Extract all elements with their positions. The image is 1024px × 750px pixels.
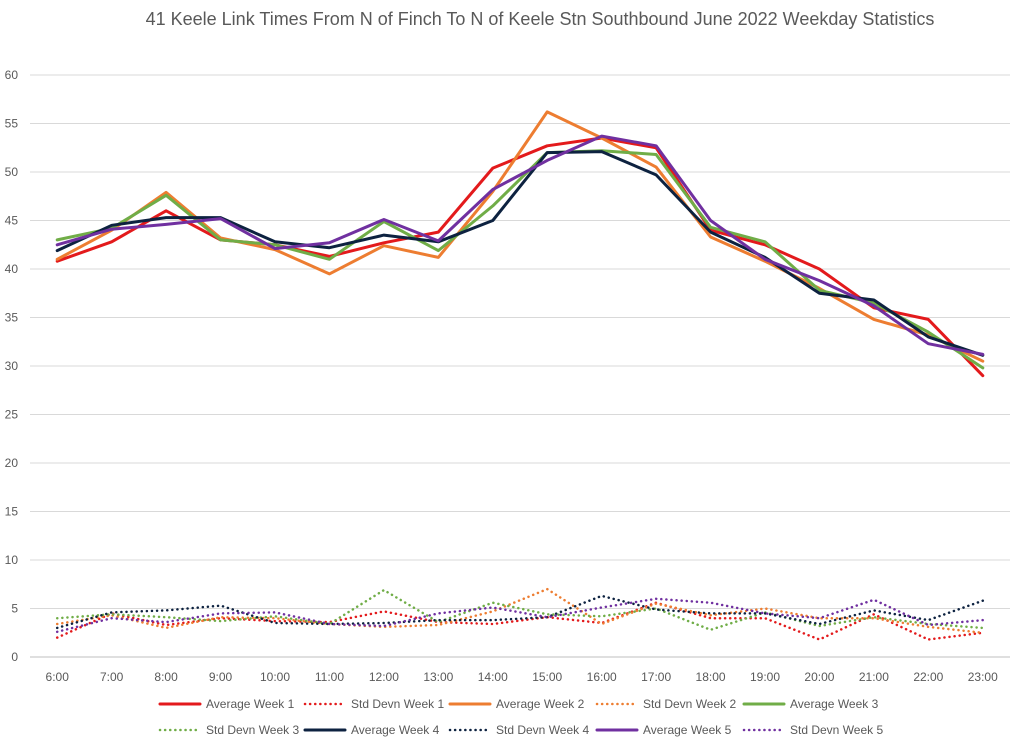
y-tick-label: 55 bbox=[5, 117, 19, 131]
x-tick-label: 12:00 bbox=[369, 670, 399, 684]
legend-item: Std Devn Week 2 bbox=[595, 697, 736, 711]
legend-item: Average Week 4 bbox=[303, 723, 440, 737]
legend-label: Average Week 5 bbox=[643, 723, 732, 737]
legend-item: Std Devn Week 5 bbox=[742, 723, 883, 737]
x-tick-label: 9:00 bbox=[209, 670, 233, 684]
y-tick-label: 40 bbox=[5, 262, 19, 276]
x-tick-label: 15:00 bbox=[532, 670, 562, 684]
y-tick-label: 5 bbox=[11, 602, 18, 616]
series-lines bbox=[55, 110, 985, 641]
legend-label: Average Week 4 bbox=[351, 723, 440, 737]
gridlines bbox=[30, 74, 1010, 658]
y-tick-label: 35 bbox=[5, 311, 19, 325]
series-line-average-week-2 bbox=[55, 110, 985, 363]
x-axis-ticks: 6:00 7:00 8:00 9:00 10:00 11:00 12:00 13:00 14:0… bbox=[46, 670, 999, 684]
x-tick-label: 7:00 bbox=[100, 670, 124, 684]
chart-title: 41 Keele Link Times From N of Finch To N… bbox=[145, 9, 935, 29]
y-tick-label: 15 bbox=[5, 505, 19, 519]
x-tick-label: 17:00 bbox=[641, 670, 671, 684]
y-tick-label: 25 bbox=[5, 408, 19, 422]
x-tick-label: 8:00 bbox=[154, 670, 178, 684]
series-line-std-devn-week-1 bbox=[55, 601, 985, 641]
legend-label: Std Devn Week 1 bbox=[351, 697, 444, 711]
series-line-std-devn-week-3 bbox=[55, 588, 985, 632]
x-tick-label: 14:00 bbox=[478, 670, 508, 684]
legend-label: Std Devn Week 5 bbox=[790, 723, 883, 737]
x-tick-label: 11:00 bbox=[315, 670, 344, 684]
x-tick-label: 6:00 bbox=[46, 670, 70, 684]
x-tick-label: 10:00 bbox=[260, 670, 290, 684]
series-line-std-devn-week-5 bbox=[55, 597, 985, 634]
legend-label: Std Devn Week 3 bbox=[206, 723, 299, 737]
y-tick-label: 0 bbox=[11, 650, 18, 664]
legend-label: Std Devn Week 2 bbox=[643, 697, 736, 711]
legend-item: Average Week 3 bbox=[742, 697, 879, 711]
legend-item: Average Week 2 bbox=[448, 697, 585, 711]
y-tick-label: 20 bbox=[5, 456, 19, 470]
x-tick-label: 22:00 bbox=[913, 670, 943, 684]
series-line-average-week-4 bbox=[55, 150, 985, 357]
y-tick-label: 50 bbox=[5, 165, 19, 179]
x-tick-label: 21:00 bbox=[859, 670, 889, 684]
series-line-average-week-5 bbox=[55, 134, 985, 356]
legend-item: Average Week 5 bbox=[595, 723, 732, 737]
y-tick-label: 45 bbox=[5, 214, 19, 228]
legend-item: Average Week 1 bbox=[158, 697, 295, 711]
series-line-std-devn-week-2 bbox=[55, 587, 985, 635]
x-tick-label: 18:00 bbox=[696, 670, 726, 684]
legend-item: Std Devn Week 4 bbox=[448, 723, 589, 737]
y-tick-label: 60 bbox=[5, 68, 19, 82]
series-line-average-week-3 bbox=[55, 149, 985, 370]
x-tick-label: 20:00 bbox=[804, 670, 834, 684]
x-tick-label: 16:00 bbox=[587, 670, 617, 684]
y-tick-label: 10 bbox=[5, 553, 19, 567]
y-tick-label: 30 bbox=[5, 359, 19, 373]
y-axis-ticks: 0 5 10 15 20 25 30 35 40 45 50 55 60 bbox=[5, 68, 19, 664]
legend: Average Week 1 Std Devn Week 1 Average Wee… bbox=[158, 697, 883, 737]
x-tick-label: 23:00 bbox=[968, 670, 998, 684]
legend-label: Average Week 1 bbox=[206, 697, 295, 711]
series-line-std-devn-week-4 bbox=[55, 594, 985, 630]
x-tick-label: 19:00 bbox=[750, 670, 780, 684]
x-tick-label: 13:00 bbox=[423, 670, 453, 684]
legend-item: Std Devn Week 1 bbox=[303, 697, 444, 711]
legend-label: Average Week 2 bbox=[496, 697, 585, 711]
legend-label: Average Week 3 bbox=[790, 697, 879, 711]
legend-label: Std Devn Week 4 bbox=[496, 723, 589, 737]
series-line-average-week-1 bbox=[55, 136, 985, 378]
legend-item: Std Devn Week 3 bbox=[158, 723, 299, 737]
